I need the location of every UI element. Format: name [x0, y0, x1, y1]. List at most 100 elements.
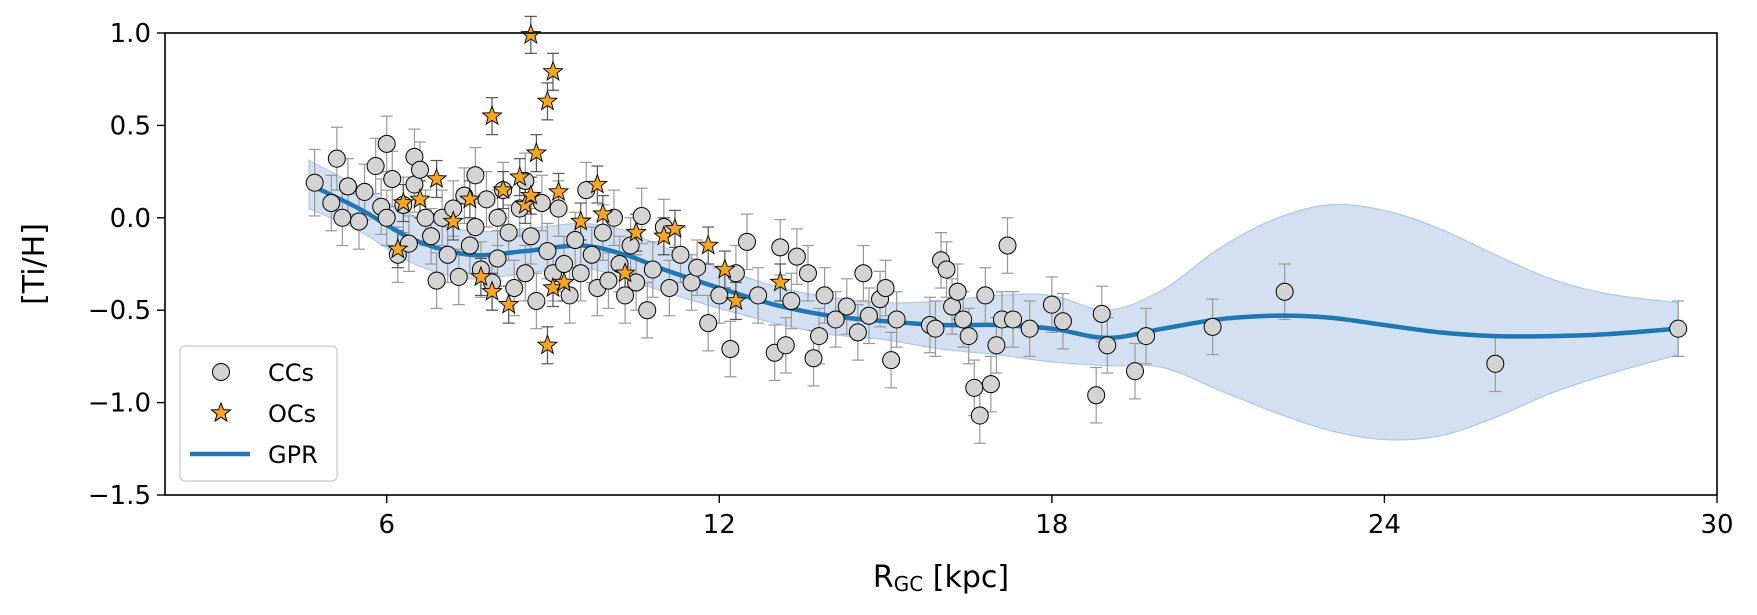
cc-point [981, 375, 1000, 394]
cc-point [516, 264, 535, 283]
oc-point [547, 180, 570, 202]
cc-point [710, 286, 729, 305]
x-axis-ticks: 6 12 18 24 30 [378, 495, 1734, 540]
cc-point [798, 264, 817, 283]
cc-point [643, 260, 662, 279]
cc-point [566, 230, 585, 249]
legend-gpr-label: GPR [268, 441, 318, 469]
cc-point [505, 279, 524, 298]
cc-points-layer [305, 134, 1688, 425]
oc-point [470, 265, 492, 287]
cc-point [1004, 310, 1023, 329]
oc-point [553, 271, 575, 292]
cc-point [627, 273, 646, 292]
cc-point [976, 286, 995, 305]
oc-point [664, 217, 686, 239]
y-tick-label: 0.5 [110, 111, 151, 141]
oc-point [481, 104, 503, 126]
cc-point [599, 271, 618, 290]
cc-point [422, 227, 441, 246]
cc-point [876, 279, 895, 298]
oc-point [769, 271, 791, 292]
oc-point [481, 280, 503, 301]
cc-point [837, 297, 856, 316]
oc-point [492, 178, 514, 200]
cc-point [338, 177, 357, 196]
cc-point [1486, 354, 1505, 373]
legend-cc-marker [212, 363, 230, 381]
legend-oc-label: OCs [268, 400, 316, 428]
cc-point [810, 327, 829, 346]
cc-point [738, 232, 756, 251]
cc-point [826, 310, 845, 329]
cc-point [549, 199, 568, 218]
x-axis-label-main: R [873, 560, 894, 595]
cc-point [699, 314, 718, 333]
cc-point [488, 208, 507, 227]
cc-point [571, 264, 590, 283]
cc-point [848, 323, 867, 342]
cc-point [427, 271, 446, 290]
cc-point [965, 378, 984, 397]
cc-point [926, 319, 945, 338]
cc-point [1053, 312, 1072, 331]
cc-point [555, 255, 574, 273]
oc-point [536, 334, 559, 355]
cc-point [1020, 319, 1039, 338]
cc-point [350, 212, 368, 231]
cc-point [383, 169, 402, 188]
cc-point [688, 258, 707, 277]
cc-point [416, 208, 435, 227]
cc-point [782, 291, 801, 310]
cc-point [438, 245, 457, 264]
cc-point [854, 264, 873, 283]
x-tick-label: 12 [703, 510, 736, 540]
plot-frame [164, 32, 1718, 496]
cc-point [815, 286, 834, 305]
y-tick-label: 1.0 [110, 19, 151, 49]
oc-point [614, 261, 636, 283]
oc-point [536, 90, 559, 111]
oc-points-layer [387, 23, 791, 355]
y-axis-ticks: 1.0 0.5 0.0 −0.5 −1.0 −1.5 [88, 19, 165, 511]
y-tick-label: 0.0 [110, 204, 151, 234]
cc-point [787, 247, 806, 266]
cc-point [970, 406, 989, 425]
cc-point [1137, 327, 1156, 346]
oc-point [459, 188, 481, 209]
oc-point [625, 221, 647, 242]
cc-point [998, 236, 1017, 255]
y-tick-label: −1.5 [88, 481, 151, 511]
x-tick-label: 6 [378, 510, 395, 540]
cc-point [488, 249, 507, 268]
cc-point [937, 260, 956, 279]
y-tick-label: −0.5 [88, 296, 151, 326]
cc-point [959, 327, 978, 346]
cc-point [1092, 304, 1111, 323]
oc-point [542, 60, 564, 81]
x-axis-label-unit: [kpc] [923, 560, 1009, 595]
cc-point [582, 245, 601, 264]
cc-point [1203, 317, 1222, 336]
x-axis-label: RGC [kpc] [873, 560, 1009, 596]
cc-point [410, 160, 429, 179]
oc-point [569, 210, 592, 231]
cc-point [954, 310, 973, 329]
legend: CCs OCs GPR [179, 345, 338, 482]
cc-point [560, 286, 579, 305]
cc-point [355, 182, 374, 201]
oc-point [387, 237, 409, 259]
oc-point [520, 184, 542, 205]
cc-point [660, 279, 679, 298]
cc-point [621, 236, 640, 255]
legend-cc-label: CCs [268, 359, 314, 387]
cc-point [322, 194, 341, 213]
oc-point [520, 23, 542, 44]
cc-point [804, 349, 823, 368]
cc-point [632, 206, 651, 225]
cc-point [377, 208, 396, 227]
cc-point [366, 157, 385, 176]
cc-point [1098, 336, 1117, 355]
cc-point [1669, 319, 1688, 338]
